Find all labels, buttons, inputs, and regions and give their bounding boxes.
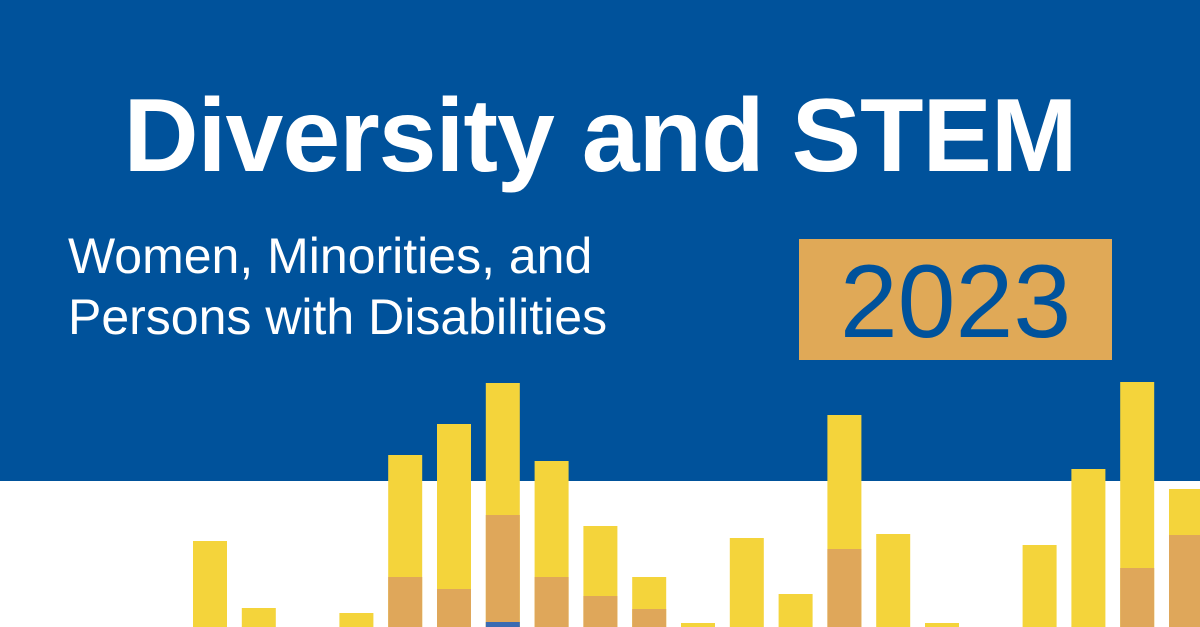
bar-yellow-segment [681,623,715,627]
bar-tan-segment [485,515,520,627]
bar-yellow-segment [1071,469,1106,627]
year-badge: 2023 [799,239,1112,360]
bar-yellow-segment [241,608,276,627]
year-text: 2023 [839,243,1072,360]
bar-yellow-segment [1022,545,1057,627]
bar-blue-segment [485,622,520,627]
bar-yellow-segment [193,541,227,627]
bar-yellow-segment [925,623,959,627]
bar-tan-segment [437,589,471,627]
bar-yellow-segment [339,613,374,627]
bar-tan-segment [827,549,862,627]
subtitle-line-1: Women, Minorities, and [68,228,593,284]
bar-yellow-segment [778,594,813,627]
subtitle: Women, Minorities, and Persons with Disa… [68,226,607,348]
bar-tan-segment [583,596,618,627]
bar-tan-segment [388,577,423,627]
bar-tan-segment [534,577,569,627]
bar-tan-segment [1169,535,1200,627]
subtitle-line-2: Persons with Disabilities [68,289,608,345]
bar-yellow-segment [876,534,911,627]
bar-tan-segment [632,609,667,627]
bar-yellow-segment [729,538,764,627]
bar-tan-segment [1120,568,1155,627]
page-title: Diversity and STEM [123,78,1078,194]
